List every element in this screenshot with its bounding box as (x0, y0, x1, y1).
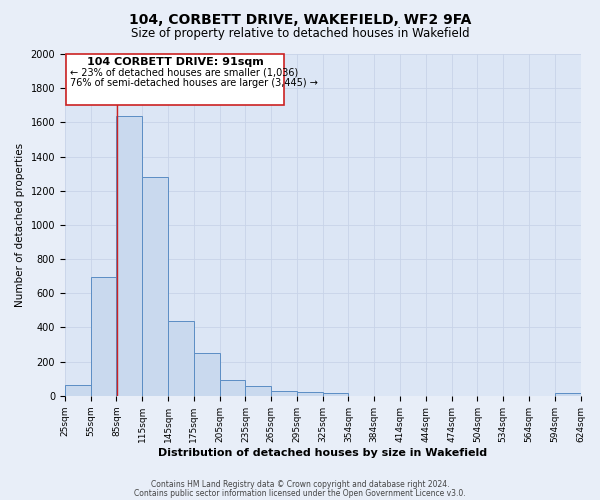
Bar (297, 392, 323, 396)
Bar (271, 390, 297, 396)
X-axis label: Distribution of detached houses by size in Wakefield: Distribution of detached houses by size … (158, 448, 487, 458)
Bar (194, 353, 220, 396)
Text: 104 CORBETT DRIVE: 91sqm: 104 CORBETT DRIVE: 91sqm (87, 58, 263, 68)
Text: Contains HM Land Registry data © Crown copyright and database right 2024.: Contains HM Land Registry data © Crown c… (151, 480, 449, 489)
Bar (168, 322, 194, 396)
Text: 76% of semi-detached houses are larger (3,445) →: 76% of semi-detached houses are larger (… (70, 78, 318, 88)
Text: Size of property relative to detached houses in Wakefield: Size of property relative to detached ho… (131, 28, 469, 40)
Bar (245, 386, 271, 396)
Bar (65, 384, 91, 396)
Text: 104, CORBETT DRIVE, WAKEFIELD, WF2 9FA: 104, CORBETT DRIVE, WAKEFIELD, WF2 9FA (129, 12, 471, 26)
Text: Contains public sector information licensed under the Open Government Licence v3: Contains public sector information licen… (134, 488, 466, 498)
FancyBboxPatch shape (66, 54, 284, 106)
Bar (323, 394, 349, 396)
Bar (220, 380, 245, 396)
Y-axis label: Number of detached properties: Number of detached properties (15, 143, 25, 307)
Bar (142, 177, 168, 396)
Bar (555, 394, 581, 396)
Bar (116, 116, 142, 396)
Text: ← 23% of detached houses are smaller (1,036): ← 23% of detached houses are smaller (1,… (70, 68, 298, 78)
Bar (91, 277, 116, 396)
